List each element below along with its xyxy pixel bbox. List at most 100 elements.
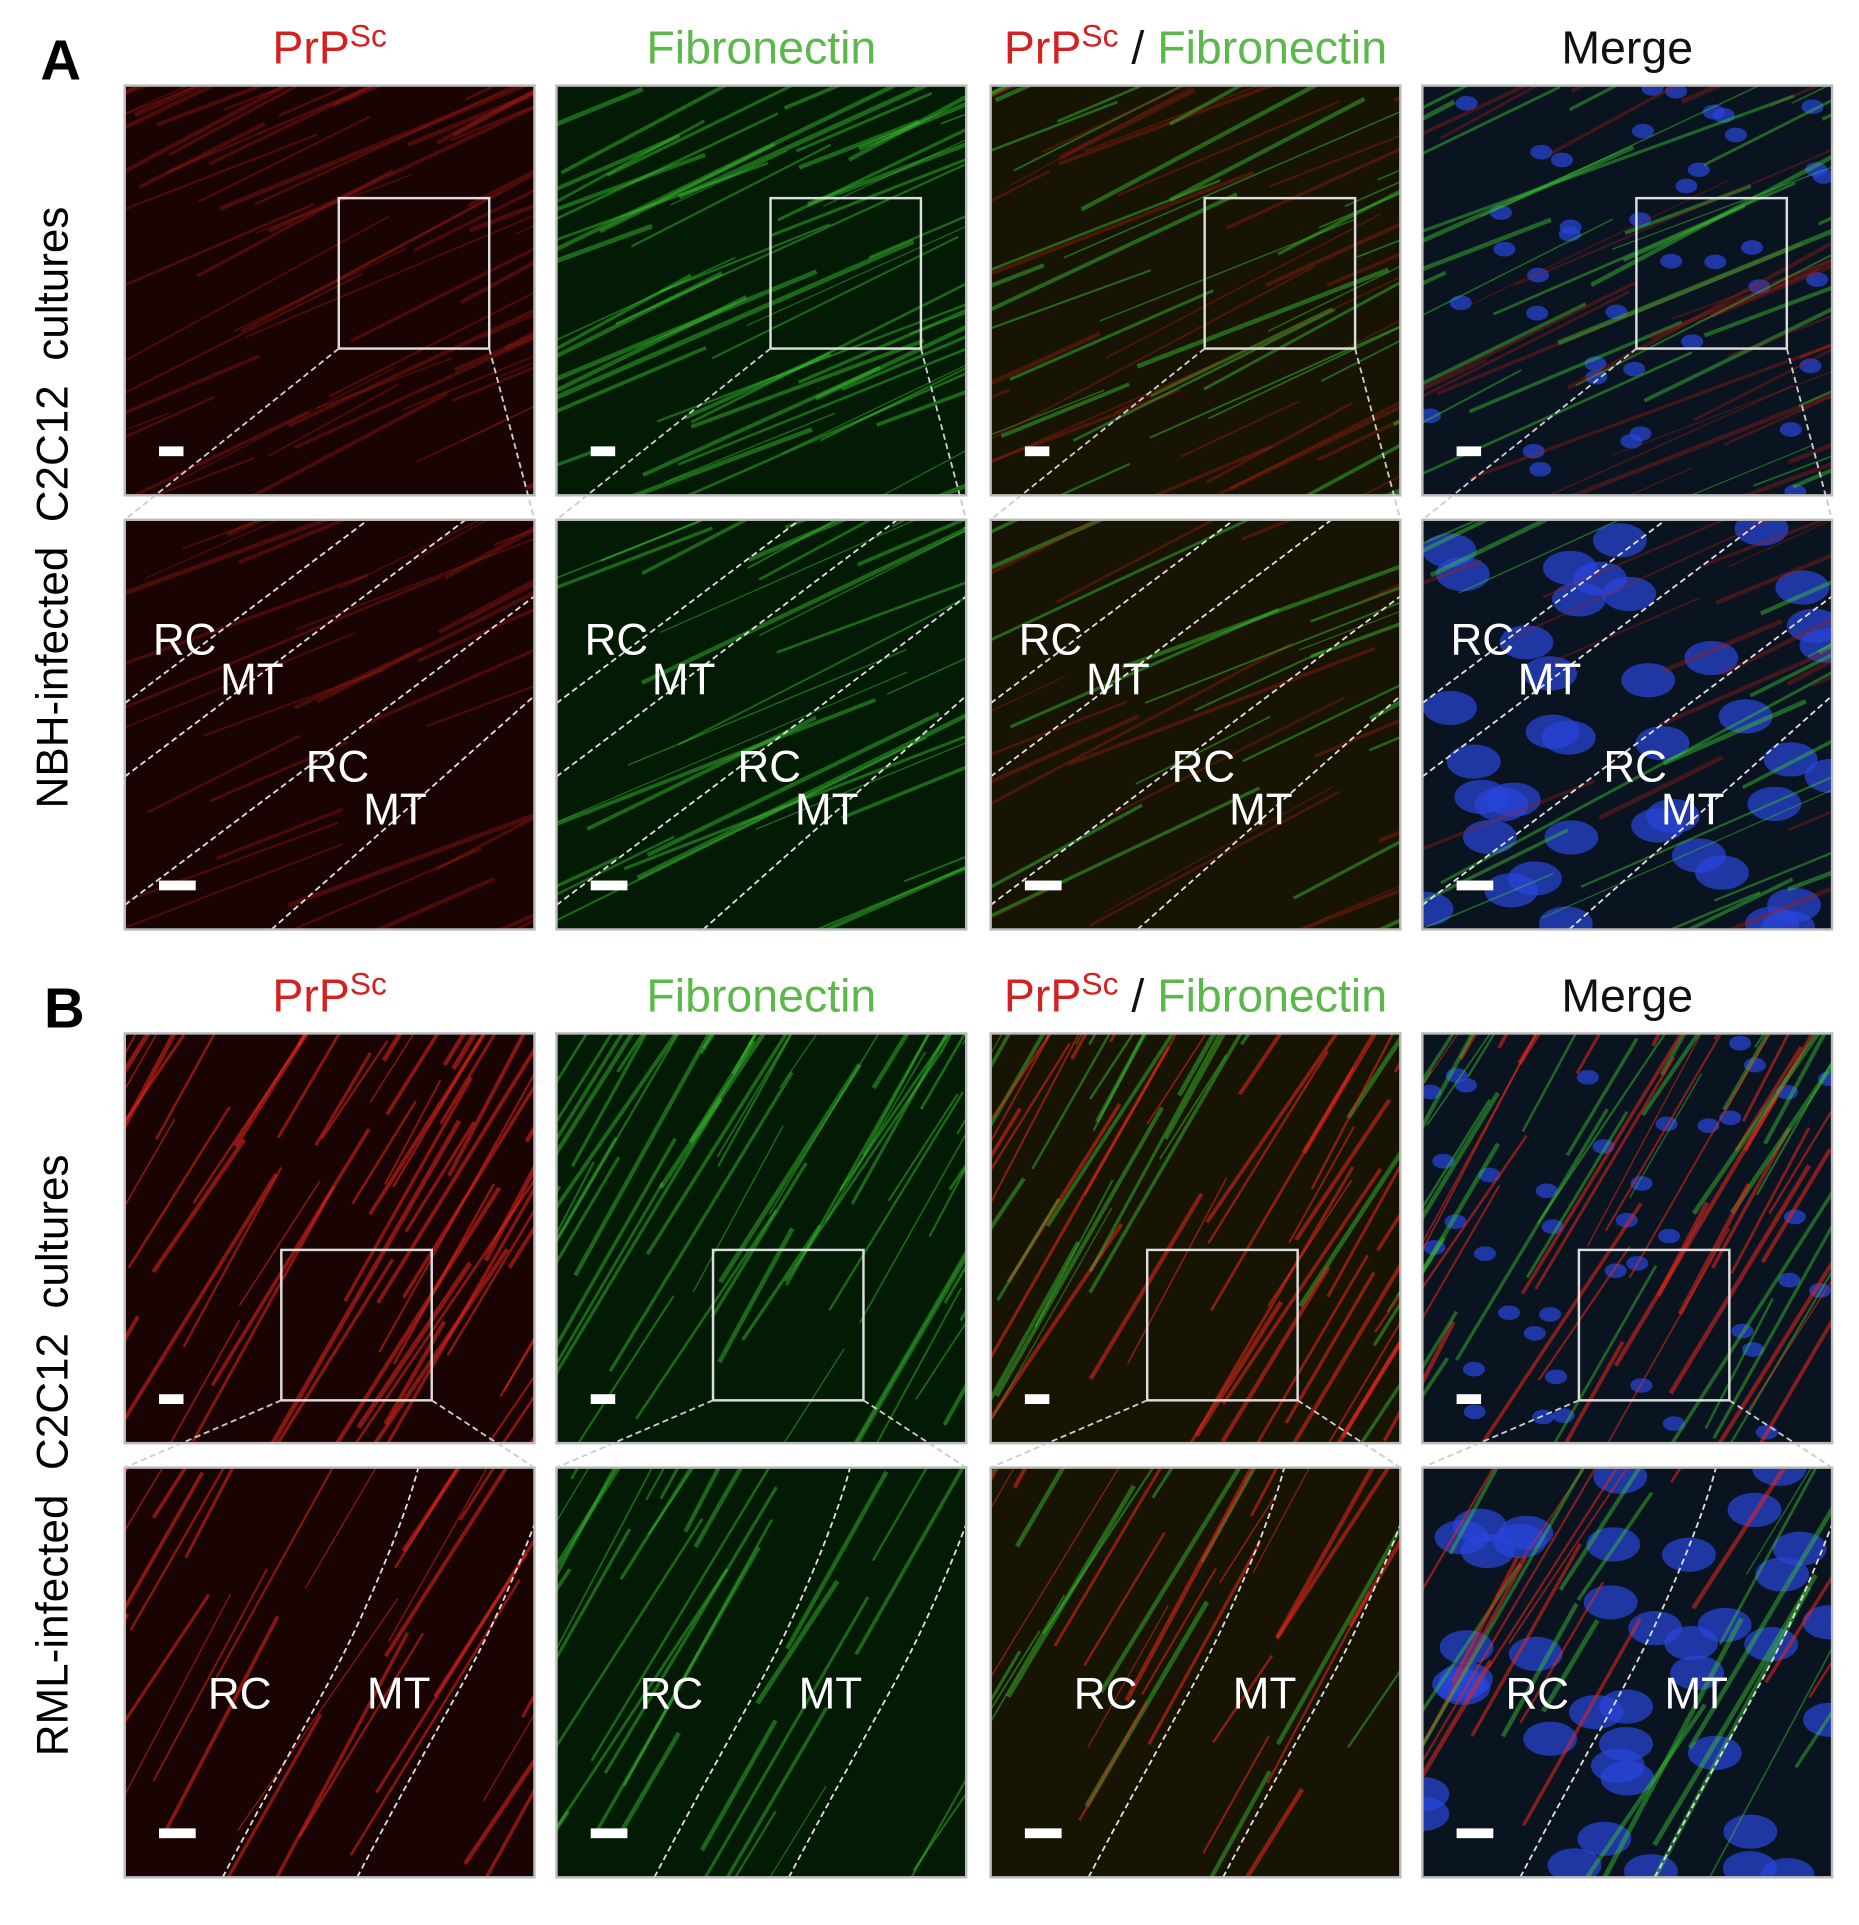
fiber	[1213, 400, 1401, 496]
nucleus	[1747, 786, 1802, 821]
nucleus	[1775, 570, 1830, 605]
header-text: Merge	[1561, 969, 1693, 1021]
fiber	[1193, 650, 1324, 712]
fiber	[990, 1033, 1052, 1144]
fiber	[1326, 252, 1401, 287]
fiber	[1839, 0, 1859, 83]
fiber	[1058, 85, 1277, 166]
image-bg	[556, 1467, 967, 1878]
fiber	[646, 711, 940, 857]
image-frame	[123, 1032, 536, 1445]
zoom-line	[488, 348, 536, 521]
superscript: Sc	[1081, 965, 1118, 1001]
fiber	[1359, 1381, 1401, 1444]
nucleus	[1740, 240, 1763, 255]
fiber	[1113, 276, 1401, 414]
nucleus	[1486, 782, 1541, 817]
fiber	[1320, 339, 1401, 382]
fiber	[238, 1180, 321, 1306]
fiber	[768, 1033, 880, 1215]
region-label: RC	[737, 742, 801, 791]
fiber	[269, 1119, 462, 1444]
region-outline	[1422, 519, 1668, 704]
image-frame	[989, 518, 1402, 931]
fiber	[1310, 1033, 1395, 1190]
micrograph	[556, 519, 967, 930]
region-label: RC	[153, 615, 217, 664]
fiber	[210, 1127, 371, 1387]
nucleus	[1631, 123, 1654, 139]
nucleus	[1741, 1342, 1764, 1357]
fiber	[1687, 1504, 1833, 1750]
inset-box	[1145, 1248, 1299, 1402]
fiber	[1834, 278, 1859, 475]
fiber	[276, 1033, 342, 1139]
fiber	[1422, 1467, 1597, 1764]
fiber	[608, 1071, 794, 1373]
fiber	[990, 675, 1066, 713]
fiber	[556, 1468, 653, 1651]
fiber	[990, 85, 1021, 99]
fiber	[1846, 1260, 1859, 1525]
nucleus	[1623, 361, 1646, 377]
fiber	[556, 835, 675, 896]
fiber	[1189, 1166, 1355, 1444]
fiber	[1422, 1310, 1459, 1371]
fiber	[887, 1093, 959, 1202]
fiber	[1095, 1033, 1148, 1123]
region-label: RC	[1603, 742, 1667, 791]
image-bg	[556, 519, 967, 930]
fiber	[586, 715, 817, 831]
fiber	[506, 0, 657, 19]
nucleus	[1499, 1515, 1554, 1550]
nucleus	[1586, 1527, 1641, 1562]
nucleus	[1435, 556, 1490, 592]
nucleus	[1670, 1655, 1725, 1690]
fiber	[641, 519, 750, 575]
fiber	[1604, 1033, 1723, 1232]
fiber	[556, 1518, 704, 1749]
fiber	[1558, 1467, 1642, 1591]
fiber	[1422, 1098, 1491, 1211]
fiber	[1851, 318, 1859, 406]
header-text: /	[1118, 969, 1157, 1021]
nucleus	[1529, 461, 1552, 477]
fiber	[1006, 1103, 1122, 1283]
fiber	[1422, 369, 1522, 424]
scale-bar	[590, 1394, 616, 1405]
fiber	[556, 671, 908, 823]
fiber	[903, 855, 967, 883]
micrograph	[1422, 0, 1859, 496]
fiber	[1668, 1164, 1812, 1395]
fiber	[850, 1033, 949, 1205]
inset-box	[280, 1248, 433, 1402]
fiber	[734, 1810, 777, 1878]
image-frame	[555, 1466, 968, 1879]
fiber	[556, 1528, 632, 1661]
nucleus	[1478, 1167, 1501, 1183]
fiber	[1422, 1033, 1538, 1245]
fiber	[385, 1033, 440, 1116]
fiber	[1541, 1619, 1600, 1713]
nucleus	[1542, 550, 1597, 585]
fiber	[1089, 790, 1341, 927]
region-label: MT	[1229, 785, 1293, 834]
nucleus	[1772, 1531, 1827, 1566]
fiber	[795, 91, 933, 153]
image-frame	[555, 84, 968, 497]
fiber	[1849, 193, 1859, 311]
scale-bar	[159, 1394, 184, 1405]
fiber	[556, 1033, 625, 1143]
fiber	[1301, 1033, 1378, 1155]
fiber	[606, 85, 796, 177]
fiber	[1267, 265, 1401, 332]
region-label: RC	[1172, 742, 1236, 791]
region-outline	[1568, 694, 1833, 930]
fiber	[990, 1222, 1124, 1422]
zoom-line	[124, 347, 340, 521]
region-outline	[556, 595, 967, 906]
fiber	[683, 1467, 722, 1533]
zoom-line	[556, 1399, 714, 1469]
fiber	[1207, 1050, 1329, 1245]
fiber	[1080, 85, 1320, 212]
